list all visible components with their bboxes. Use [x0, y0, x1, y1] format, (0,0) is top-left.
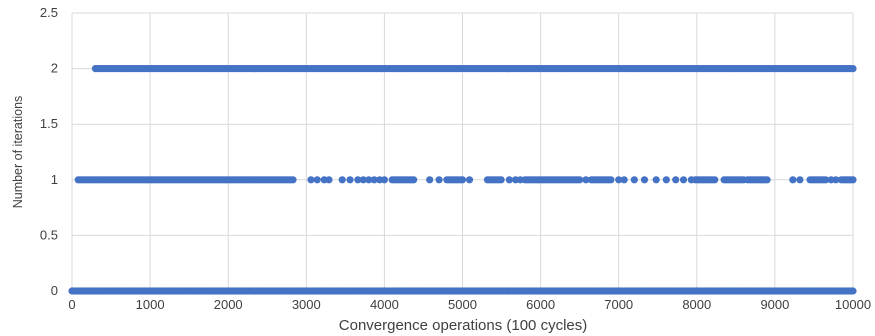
y-axis-ticks: 0 0.5 1 1.5 2 2.5 [40, 5, 58, 298]
data-point [832, 176, 840, 184]
data-point [289, 176, 297, 184]
data-point [679, 176, 688, 184]
data-point [630, 176, 638, 184]
x-tick-label: 3000 [292, 297, 321, 312]
data-point [465, 176, 474, 184]
data-point [620, 176, 628, 184]
data-point [849, 176, 857, 184]
data-point [359, 176, 367, 184]
data-point [325, 176, 333, 184]
x-tick-label: 0 [68, 297, 75, 312]
data-point [849, 287, 857, 295]
data-points [68, 65, 857, 295]
data-point [607, 176, 615, 184]
x-tick-label: 4000 [370, 297, 399, 312]
data-point [789, 176, 797, 184]
y-tick-label: 2.5 [40, 5, 58, 20]
y-tick-label: 2 [51, 61, 58, 76]
x-tick-label: 10000 [835, 297, 871, 312]
data-point [365, 176, 373, 184]
data-point [576, 176, 584, 184]
x-tick-label: 9000 [760, 297, 789, 312]
data-point [582, 176, 590, 184]
data-point [354, 176, 362, 184]
y-tick-label: 1.5 [40, 116, 58, 131]
data-point [516, 176, 524, 184]
data-point [615, 176, 623, 184]
data-point [435, 176, 443, 184]
data-point [796, 176, 804, 184]
data-point [763, 176, 771, 184]
y-tick-label: 1 [51, 172, 58, 187]
data-point [426, 176, 434, 184]
data-point [505, 176, 513, 184]
x-tick-label: 6000 [526, 297, 555, 312]
x-axis-ticks: 0 1000 2000 3000 4000 5000 6000 7000 8000 9000 100… [68, 297, 871, 312]
data-point [822, 176, 830, 184]
x-axis-label: Convergence operations (100 cycles) [339, 317, 587, 334]
data-point [497, 176, 505, 184]
data-point [313, 176, 321, 184]
x-tick-label: 2000 [214, 297, 243, 312]
series-y-2 [91, 65, 857, 73]
data-point [410, 176, 418, 184]
y-tick-label: 0 [51, 283, 58, 298]
data-point [458, 176, 467, 184]
data-point [849, 65, 857, 73]
x-tick-label: 1000 [136, 297, 165, 312]
grid-lines [71, 12, 854, 292]
data-point [370, 176, 378, 184]
data-point [338, 176, 346, 184]
y-tick-label: 0.5 [40, 227, 58, 242]
y-axis-label: Number of iterations [11, 96, 25, 209]
data-point [711, 176, 719, 184]
series-y-0 [68, 287, 857, 295]
data-point [662, 176, 670, 184]
data-point [307, 176, 315, 184]
data-point [687, 176, 695, 184]
data-point [380, 176, 388, 184]
x-tick-label: 5000 [448, 297, 477, 312]
data-point [640, 176, 649, 184]
x-tick-label: 8000 [682, 297, 711, 312]
series-y-1 [74, 176, 857, 184]
data-point [346, 176, 354, 184]
x-tick-label: 7000 [604, 297, 633, 312]
data-point [652, 176, 660, 184]
data-point [672, 176, 680, 184]
